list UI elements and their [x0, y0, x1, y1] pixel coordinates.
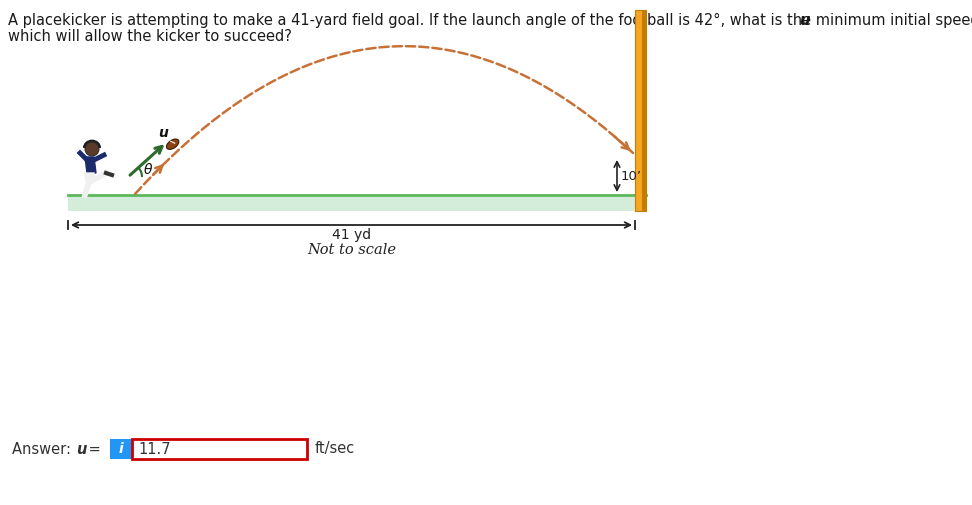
Bar	[110, 439, 132, 459]
Circle shape	[85, 142, 99, 156]
Bar	[642, 10, 646, 211]
Text: i: i	[119, 442, 123, 456]
Text: u: u	[800, 13, 810, 28]
Text: 10’: 10’	[621, 170, 642, 182]
Text: u: u	[158, 126, 168, 140]
Text: 11.7: 11.7	[138, 441, 171, 457]
Polygon shape	[85, 157, 96, 173]
Text: which will allow the kicker to succeed?: which will allow the kicker to succeed?	[8, 29, 292, 44]
Text: Answer:: Answer:	[12, 441, 76, 457]
Text: Not to scale: Not to scale	[307, 243, 396, 257]
Text: ft/sec: ft/sec	[315, 441, 355, 457]
Ellipse shape	[166, 139, 179, 149]
Text: u: u	[76, 441, 87, 457]
Text: θ: θ	[144, 163, 153, 177]
Text: =: =	[84, 441, 105, 457]
Text: A placekicker is attempting to make a 41-yard field goal. If the launch angle of: A placekicker is attempting to make a 41…	[8, 13, 972, 28]
Polygon shape	[85, 173, 95, 181]
Bar	[68, 195, 646, 211]
Text: 41 yd: 41 yd	[331, 228, 371, 242]
Bar	[132, 439, 307, 459]
Bar	[635, 10, 646, 211]
